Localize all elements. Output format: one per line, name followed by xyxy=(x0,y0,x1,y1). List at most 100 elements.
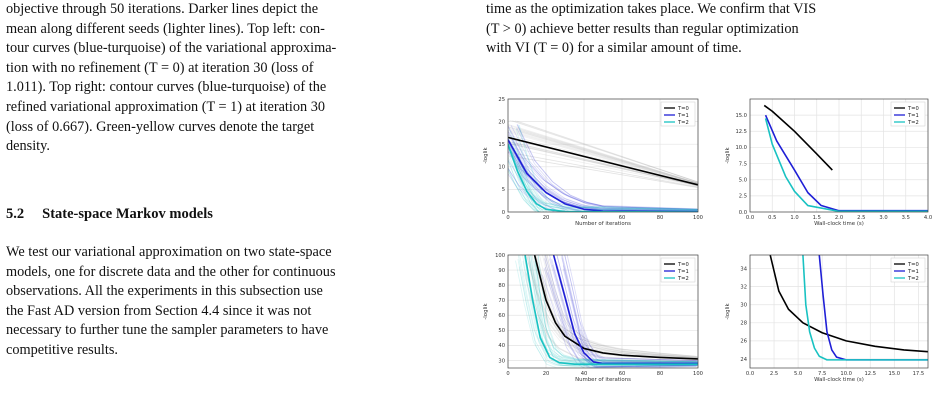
x-tick-label: 12.5 xyxy=(864,371,876,377)
seed-line xyxy=(508,130,698,210)
right-text-line: time as the optimization takes place. We… xyxy=(486,1,817,17)
seed-line xyxy=(508,146,590,212)
chart-panel-top-right: 0.0 0.5 1.0 1.5 2.0 2.5 3.0 3.5 4.0 0.0 2.5 5.0 7.5 1… xyxy=(725,98,932,227)
seed-line xyxy=(515,260,697,367)
series-line-T=0 xyxy=(763,104,833,171)
seed-line xyxy=(509,131,698,185)
x-axis-label: Wall-clock time (s) xyxy=(814,377,864,383)
seed-line xyxy=(508,143,698,187)
seed-line xyxy=(508,127,698,184)
y-tick-label: 15 xyxy=(498,142,505,148)
seed-line xyxy=(508,129,698,185)
seed-line xyxy=(517,120,698,183)
seed-line xyxy=(510,125,698,211)
figure-panels: 0 20 40 60 80 100 0 5 10 15 20 25 Number of iteratio… xyxy=(466,88,949,407)
seed-line xyxy=(508,137,698,211)
seed-line xyxy=(531,255,698,364)
left-column: objective through 50 iterations. Darker … xyxy=(6,0,461,157)
x-tick-label: 40 xyxy=(581,215,588,221)
right-column: time as the optimization takes place. We… xyxy=(486,0,941,59)
seed-line xyxy=(517,159,542,212)
seed-line xyxy=(509,155,543,212)
seed-line xyxy=(528,263,698,361)
y-tick-label: 70 xyxy=(498,298,505,304)
seed-line xyxy=(538,255,698,358)
legend-label: T=2 xyxy=(907,276,919,282)
seed-line xyxy=(546,255,698,358)
seed-line xyxy=(508,155,698,188)
legend-label: T=2 xyxy=(907,120,919,126)
seed-line xyxy=(523,271,697,363)
x-tick-label: 2.0 xyxy=(835,215,843,221)
section-number: 5.2 xyxy=(6,206,25,222)
y-tick-label: 40 xyxy=(498,343,505,349)
x-tick-label: 0 xyxy=(506,371,509,377)
plot-area xyxy=(508,119,698,212)
seed-line xyxy=(508,146,698,187)
body-line: necessary to further tune the sampler pa… xyxy=(6,322,329,339)
seed-line xyxy=(516,124,698,210)
x-tick-label: 2.5 xyxy=(770,371,778,377)
x-tick-label: 100 xyxy=(693,215,703,221)
axes-frame xyxy=(749,254,929,369)
seed-line xyxy=(508,173,556,212)
legend-label: T=1 xyxy=(677,269,689,275)
y-tick-label: 0 xyxy=(502,210,505,216)
plot-area xyxy=(515,255,698,368)
section-title: State-space Markov models xyxy=(42,206,213,222)
seed-line xyxy=(525,273,697,363)
series-line-T=0 xyxy=(533,255,698,360)
seed-line xyxy=(508,129,698,211)
seed-line xyxy=(508,167,556,212)
seed-line xyxy=(518,124,698,210)
seed-line xyxy=(556,263,698,367)
seed-line xyxy=(531,255,698,357)
body-line: We test our variational approximation on… xyxy=(6,244,332,260)
seed-line xyxy=(526,255,697,358)
seed-line xyxy=(508,125,698,210)
seed-line xyxy=(513,143,698,187)
seed-line xyxy=(516,127,698,211)
x-axis-label: Wall-clock time (s) xyxy=(814,221,864,227)
seed-line xyxy=(517,259,697,366)
body-line: observations. All the experiments in thi… xyxy=(6,283,323,300)
chart-panel-bottom-right: 0.0 2.5 5.0 7.5 10.0 12.5 15.0 17.5 24 26 28 30 32 34… xyxy=(725,254,929,383)
axes-frame xyxy=(507,98,699,213)
y-tick-label: 60 xyxy=(498,313,505,319)
y-tick-label: 80 xyxy=(498,283,505,289)
seed-line xyxy=(546,255,698,358)
y-tick-label: 50 xyxy=(498,328,505,334)
y-tick-label: 28 xyxy=(740,321,747,327)
x-tick-label: 7.5 xyxy=(818,371,826,377)
seed-line xyxy=(511,158,540,212)
axes-frame xyxy=(749,98,929,213)
seed-line xyxy=(517,130,698,184)
seed-line xyxy=(508,126,698,184)
seed-line xyxy=(534,255,698,359)
seed-line xyxy=(508,159,542,212)
seed-line xyxy=(510,129,698,185)
y-tick-label: 30 xyxy=(498,358,505,364)
seed-line xyxy=(508,159,537,212)
seed-line xyxy=(508,139,698,212)
figure-svg: 0 20 40 60 80 100 0 5 10 15 20 25 Number of iteratio… xyxy=(483,97,932,383)
series-line-T=0 xyxy=(508,136,698,186)
seed-line xyxy=(519,255,698,365)
y-tick-label: 90 xyxy=(498,268,505,274)
body-line: competitive results. xyxy=(6,341,118,358)
y-tick-label: 0.0 xyxy=(739,210,747,216)
seed-line xyxy=(543,267,697,368)
seed-line xyxy=(522,255,698,363)
legend-label: T=2 xyxy=(677,276,689,282)
seed-line xyxy=(566,255,698,363)
legend-label: T=1 xyxy=(677,113,689,119)
x-tick-label: 10.0 xyxy=(840,371,852,377)
seed-line xyxy=(508,141,698,212)
right-text-line: with VI (T = 0) for a similar amount of … xyxy=(486,40,742,57)
y-tick-label: 20 xyxy=(498,119,505,125)
seed-line xyxy=(528,261,698,367)
caption-line: refined variational approximation (T = 1… xyxy=(6,98,326,115)
seed-line xyxy=(564,255,698,362)
seed-line xyxy=(508,124,698,184)
chart-panel-bottom-left: 0 20 40 60 80 100 30 40 50 60 70 80 90 100 Number of i… xyxy=(483,253,703,383)
